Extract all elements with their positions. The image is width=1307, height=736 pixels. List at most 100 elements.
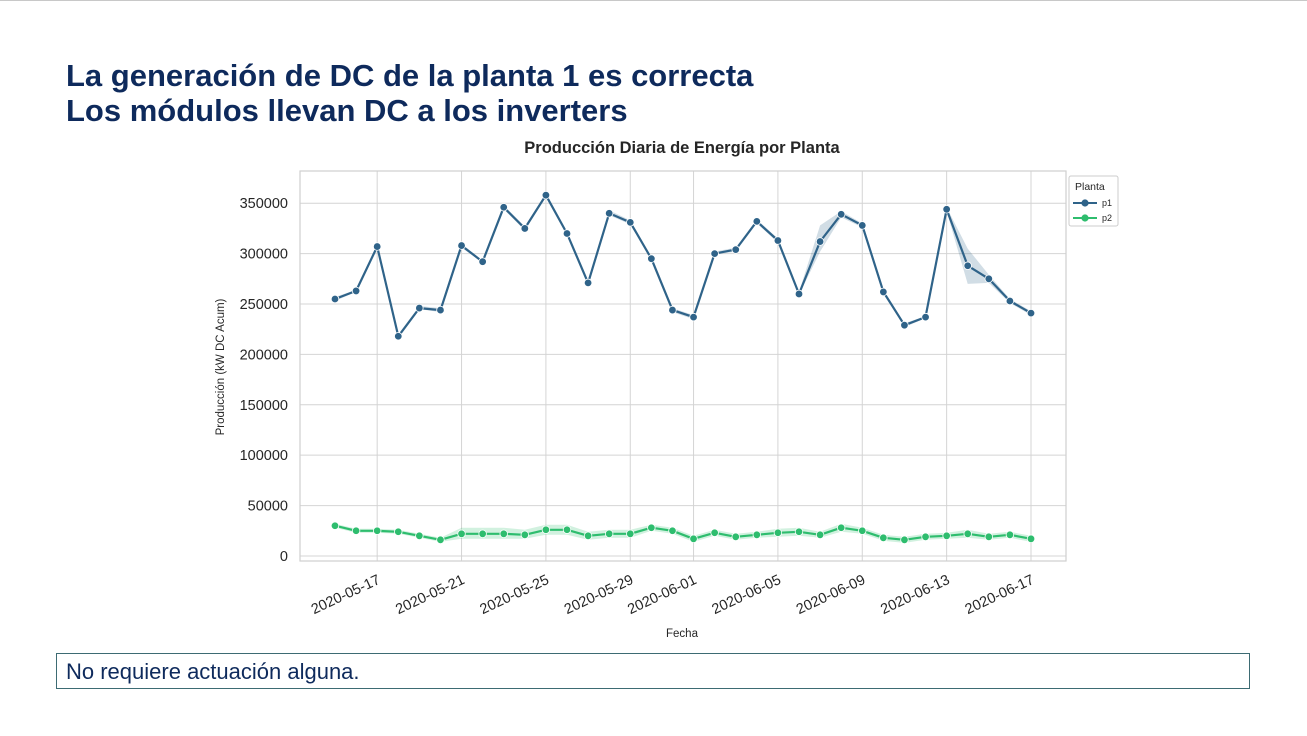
legend-item-p2: p2: [1073, 213, 1112, 223]
headline-line-2: Los módulos llevan DC a los inverters: [66, 93, 628, 128]
data-point-p2: [330, 521, 340, 530]
data-point-p2: [626, 529, 635, 538]
x-tick-label: 2020-06-01: [625, 572, 699, 618]
data-point-p1: [773, 236, 783, 245]
x-tick-label: 2020-06-05: [710, 572, 784, 618]
data-point-p2: [647, 523, 656, 532]
y-axis-label: Producción (kW DC Acum): [215, 298, 227, 435]
data-point-p2: [604, 529, 614, 538]
legend-title: Planta: [1075, 181, 1105, 193]
data-point-p1: [541, 190, 551, 200]
y-tick-label: 0: [280, 549, 288, 565]
data-point-p2: [541, 525, 551, 534]
y-tick-label: 150000: [240, 398, 288, 414]
data-point-p2: [520, 530, 530, 539]
grid-layer: [300, 171, 1066, 561]
data-point-p1: [415, 303, 424, 313]
x-tick-label: 2020-05-25: [478, 572, 552, 618]
data-point-p2: [836, 523, 846, 532]
data-point-p2: [1005, 530, 1015, 539]
legend-item-p1: p1: [1073, 198, 1112, 208]
series-line-p1: [334, 194, 1032, 338]
data-point-p1: [794, 289, 804, 299]
data-point-p1: [457, 241, 466, 250]
data-point-p1: [499, 203, 508, 212]
data-point-p2: [942, 531, 951, 541]
data-point-p1: [604, 209, 614, 218]
top-divider: [0, 0, 1307, 1]
x-tick-labels: 2020-05-17 2020-05-21 2020-05-25 2020-05-29…: [309, 572, 1037, 618]
data-point-p1: [668, 305, 677, 315]
data-point-p2: [499, 529, 508, 538]
plot-frame: [299, 170, 1067, 562]
data-point-p1: [858, 221, 867, 230]
daily-production-chart: Producción Diaria de Energía por Planta …: [215, 139, 1119, 640]
data-point-p1: [562, 229, 572, 238]
data-point-p2: [394, 527, 403, 536]
data-point-p2: [436, 535, 445, 545]
legend-marker-p2: [1081, 214, 1089, 222]
legend-label-p1: p1: [1102, 198, 1112, 208]
y-tick-label: 200000: [240, 347, 288, 363]
data-point-p1: [836, 210, 846, 219]
x-tick-label: 2020-05-29: [562, 572, 636, 618]
data-point-p2: [351, 526, 361, 535]
x-tick-label: 2020-05-17: [309, 572, 383, 618]
y-tick-labels: 0 50000 100000 150000 200000 250000 300000 3500…: [240, 196, 288, 565]
data-point-p1: [815, 237, 825, 246]
chart-title: Producción Diaria de Energía por Planta: [524, 139, 840, 157]
data-point-p1: [731, 245, 740, 254]
data-point-p1: [583, 278, 593, 288]
data-point-p2: [858, 526, 867, 535]
data-point-p2: [668, 526, 677, 535]
data-point-p2: [794, 527, 804, 536]
data-point-p2: [879, 533, 888, 543]
note-box: No requiere actuación alguna.: [56, 653, 1250, 689]
series-points: [330, 190, 1036, 545]
data-point-p2: [562, 525, 572, 534]
data-point-p1: [689, 312, 698, 322]
data-point-p2: [1026, 534, 1036, 544]
headline-line-1: La generación de DC de la planta 1 es co…: [66, 58, 754, 93]
data-point-p1: [372, 242, 382, 251]
y-tick-label: 250000: [240, 297, 288, 313]
data-point-p1: [710, 249, 719, 258]
data-point-p1: [984, 274, 994, 284]
band-p2: [335, 523, 1031, 543]
data-point-p2: [900, 535, 909, 545]
data-point-p1: [478, 257, 487, 266]
data-point-p1: [647, 254, 656, 263]
series-line-p2: [334, 524, 1032, 541]
y-tick-label: 300000: [240, 247, 288, 263]
data-point-p2: [984, 532, 994, 542]
note-text: No requiere actuación alguna.: [66, 659, 360, 684]
data-point-p2: [710, 528, 719, 537]
data-point-p2: [921, 532, 930, 542]
data-point-p2: [963, 529, 972, 538]
data-point-p1: [330, 294, 340, 304]
legend: Planta p1 p2: [1068, 175, 1119, 227]
confidence-bands: [335, 193, 1031, 543]
data-point-p1: [752, 217, 762, 226]
slide-headline: La generación de DC de la planta 1 es co…: [66, 58, 753, 128]
data-point-p1: [963, 261, 972, 270]
data-point-p2: [815, 530, 825, 539]
data-point-p2: [415, 531, 424, 541]
x-tick-label: 2020-05-21: [393, 572, 467, 618]
y-tick-label: 50000: [248, 499, 288, 515]
data-point-p2: [689, 534, 698, 544]
x-tick-label: 2020-06-09: [794, 572, 868, 618]
data-point-p1: [1005, 296, 1015, 306]
data-point-p2: [457, 529, 466, 538]
series-lines: [334, 194, 1032, 541]
data-point-p1: [942, 205, 951, 214]
legend-marker-p1: [1081, 199, 1089, 207]
data-point-p2: [478, 529, 487, 538]
data-point-p1: [921, 312, 930, 322]
data-point-p1: [520, 224, 530, 233]
data-point-p1: [394, 332, 403, 341]
x-axis-label: Fecha: [666, 628, 699, 640]
data-point-p1: [626, 218, 635, 227]
data-point-p1: [879, 287, 888, 297]
data-point-p2: [773, 528, 783, 537]
